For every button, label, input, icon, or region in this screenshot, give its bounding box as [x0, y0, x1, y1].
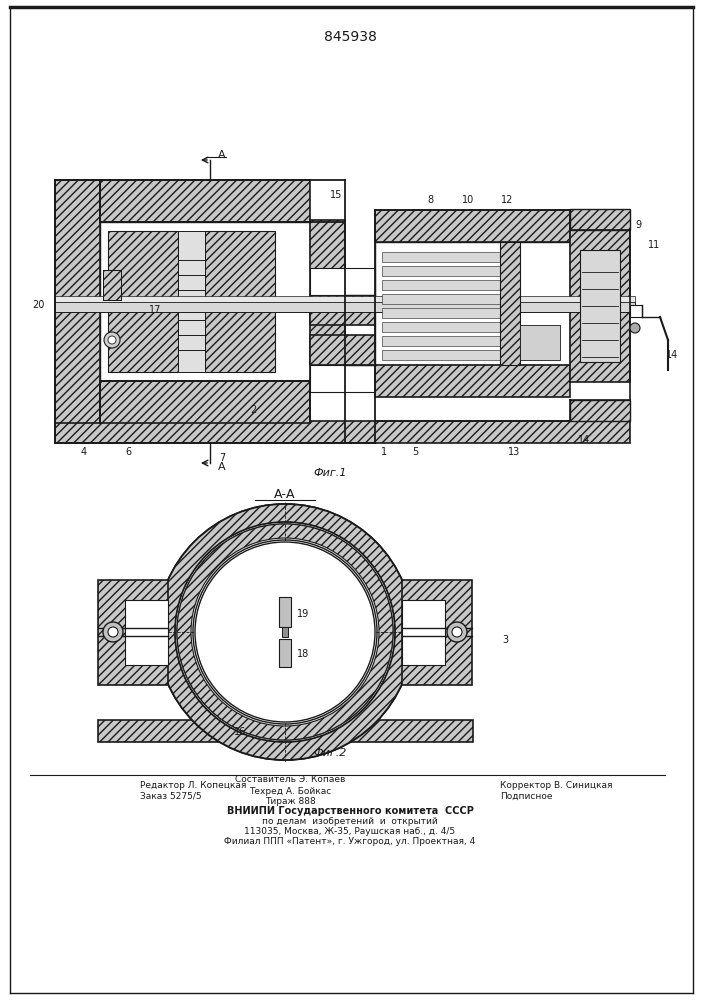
Bar [178, 231, 205, 372]
Text: 6: 6 [125, 447, 131, 457]
Text: 10: 10 [462, 195, 474, 205]
Text: 18: 18 [297, 649, 309, 659]
Bar [382, 252, 510, 262]
Wedge shape [157, 504, 413, 760]
Text: А-А: А-А [274, 488, 296, 502]
Bar [55, 180, 100, 423]
Text: 17: 17 [148, 305, 161, 315]
Bar [310, 365, 375, 392]
Circle shape [630, 323, 640, 333]
Bar [205, 231, 275, 372]
Text: по делам  изобретений  и  открытий: по делам изобретений и открытий [262, 816, 438, 826]
Circle shape [447, 622, 467, 642]
Bar [55, 296, 635, 302]
Text: 113035, Москва, Ж-35, Раушская наб., д. 4/5: 113035, Москва, Ж-35, Раушская наб., д. … [245, 826, 455, 836]
Bar [382, 322, 510, 332]
Bar [282, 627, 288, 637]
Text: Составитель Э. Копаев: Составитель Э. Копаев [235, 776, 345, 784]
Circle shape [108, 627, 118, 637]
Bar [375, 242, 570, 365]
Bar [402, 580, 472, 685]
Text: Тираж 888: Тираж 888 [264, 798, 315, 806]
Bar [630, 305, 642, 317]
Text: 12: 12 [501, 195, 513, 205]
Bar [500, 242, 520, 365]
Text: Техред А. Бойкас: Техред А. Бойкас [249, 786, 331, 796]
Text: 1: 1 [381, 447, 387, 457]
Circle shape [173, 520, 397, 744]
Bar [55, 302, 635, 312]
Bar [103, 270, 121, 300]
Text: 11: 11 [648, 240, 660, 250]
Bar [125, 600, 168, 665]
Bar [310, 295, 375, 325]
Bar [310, 268, 375, 295]
Bar [230, 680, 340, 720]
Bar [98, 720, 473, 742]
Circle shape [452, 627, 462, 637]
Text: 4: 4 [81, 447, 87, 457]
Bar [310, 335, 375, 365]
Bar [402, 600, 445, 665]
Bar [570, 230, 630, 382]
Text: Корректор В. Синицкая: Корректор В. Синицкая [500, 780, 612, 790]
Wedge shape [177, 524, 393, 740]
Bar [382, 336, 510, 346]
Text: Фиг.1: Фиг.1 [313, 468, 346, 478]
Text: 15: 15 [329, 190, 342, 200]
Text: А: А [218, 150, 226, 160]
Bar [103, 270, 121, 300]
Bar [375, 210, 570, 242]
Bar [100, 180, 310, 222]
Bar [279, 639, 291, 667]
Text: 2: 2 [250, 405, 256, 415]
Text: 13: 13 [508, 447, 520, 457]
Text: Заказ 5275/5: Заказ 5275/5 [140, 792, 201, 800]
Bar [520, 325, 560, 360]
Text: Редактор Л. Копецкая: Редактор Л. Копецкая [140, 780, 246, 790]
Text: Фиг.2: Фиг.2 [313, 748, 346, 758]
Circle shape [195, 542, 375, 722]
Circle shape [193, 540, 377, 724]
Circle shape [157, 504, 413, 760]
Circle shape [177, 524, 393, 740]
Text: 7: 7 [219, 453, 225, 463]
Text: 5: 5 [412, 447, 418, 457]
Bar [98, 580, 168, 685]
Bar [375, 365, 570, 397]
Text: 14: 14 [666, 350, 678, 360]
Circle shape [104, 332, 120, 348]
Bar [55, 421, 630, 443]
Text: 3: 3 [502, 635, 508, 645]
Bar [382, 308, 510, 318]
Text: 19: 19 [297, 609, 309, 619]
Bar [570, 209, 630, 230]
Text: 20: 20 [32, 300, 44, 310]
Bar [279, 597, 291, 627]
Text: 845938: 845938 [324, 30, 376, 44]
Bar [382, 294, 510, 304]
Bar [310, 220, 345, 382]
Bar [570, 400, 630, 421]
Bar [382, 280, 510, 290]
Bar [108, 231, 178, 372]
Text: Подписное: Подписное [500, 792, 552, 800]
Text: 16: 16 [234, 727, 246, 737]
Text: 14: 14 [578, 435, 590, 445]
Circle shape [108, 336, 116, 344]
Text: А: А [218, 462, 226, 472]
Bar [100, 381, 310, 423]
Bar [100, 222, 310, 381]
Text: ВНИИПИ Государственного комитета  СССР: ВНИИПИ Государственного комитета СССР [226, 806, 474, 816]
Circle shape [103, 622, 123, 642]
Text: 9: 9 [635, 220, 641, 230]
Bar [382, 266, 510, 276]
Text: 8: 8 [427, 195, 433, 205]
Text: Филиал ППП «Патент», г. Ужгород, ул. Проектная, 4: Филиал ППП «Патент», г. Ужгород, ул. Про… [224, 836, 476, 846]
Bar [580, 250, 620, 362]
Bar [382, 350, 510, 360]
